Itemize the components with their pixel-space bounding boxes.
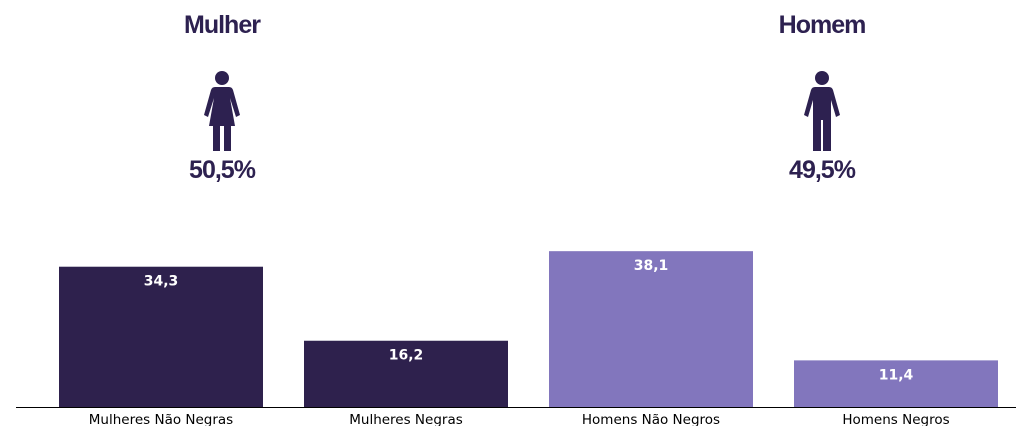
bar-2: [549, 251, 753, 407]
x-tick-label: Mulheres Negras: [349, 412, 463, 426]
bar-value-label: 16,2: [389, 348, 424, 364]
panel-title-homem: Homem: [778, 11, 867, 39]
x-tick-label: Homens Não Negros: [582, 412, 720, 426]
bar-3: [794, 360, 998, 407]
bar-0: [59, 266, 263, 407]
bar-value-label: 11,4: [879, 367, 914, 383]
male-person-icon: [804, 71, 840, 151]
x-tick-label: Mulheres Não Negras: [89, 412, 233, 426]
panel-percent-mulher: 50,5%: [189, 156, 256, 184]
female-person-icon: [204, 71, 240, 151]
panel-percent-homem: 49,5%: [789, 156, 856, 184]
bar-value-label: 34,3: [144, 274, 179, 290]
bar-1: [304, 340, 508, 407]
bar-value-label: 38,1: [634, 258, 669, 274]
panel-title-mulher: Mulher: [184, 11, 261, 39]
x-tick-label: Homens Negros: [842, 412, 949, 426]
